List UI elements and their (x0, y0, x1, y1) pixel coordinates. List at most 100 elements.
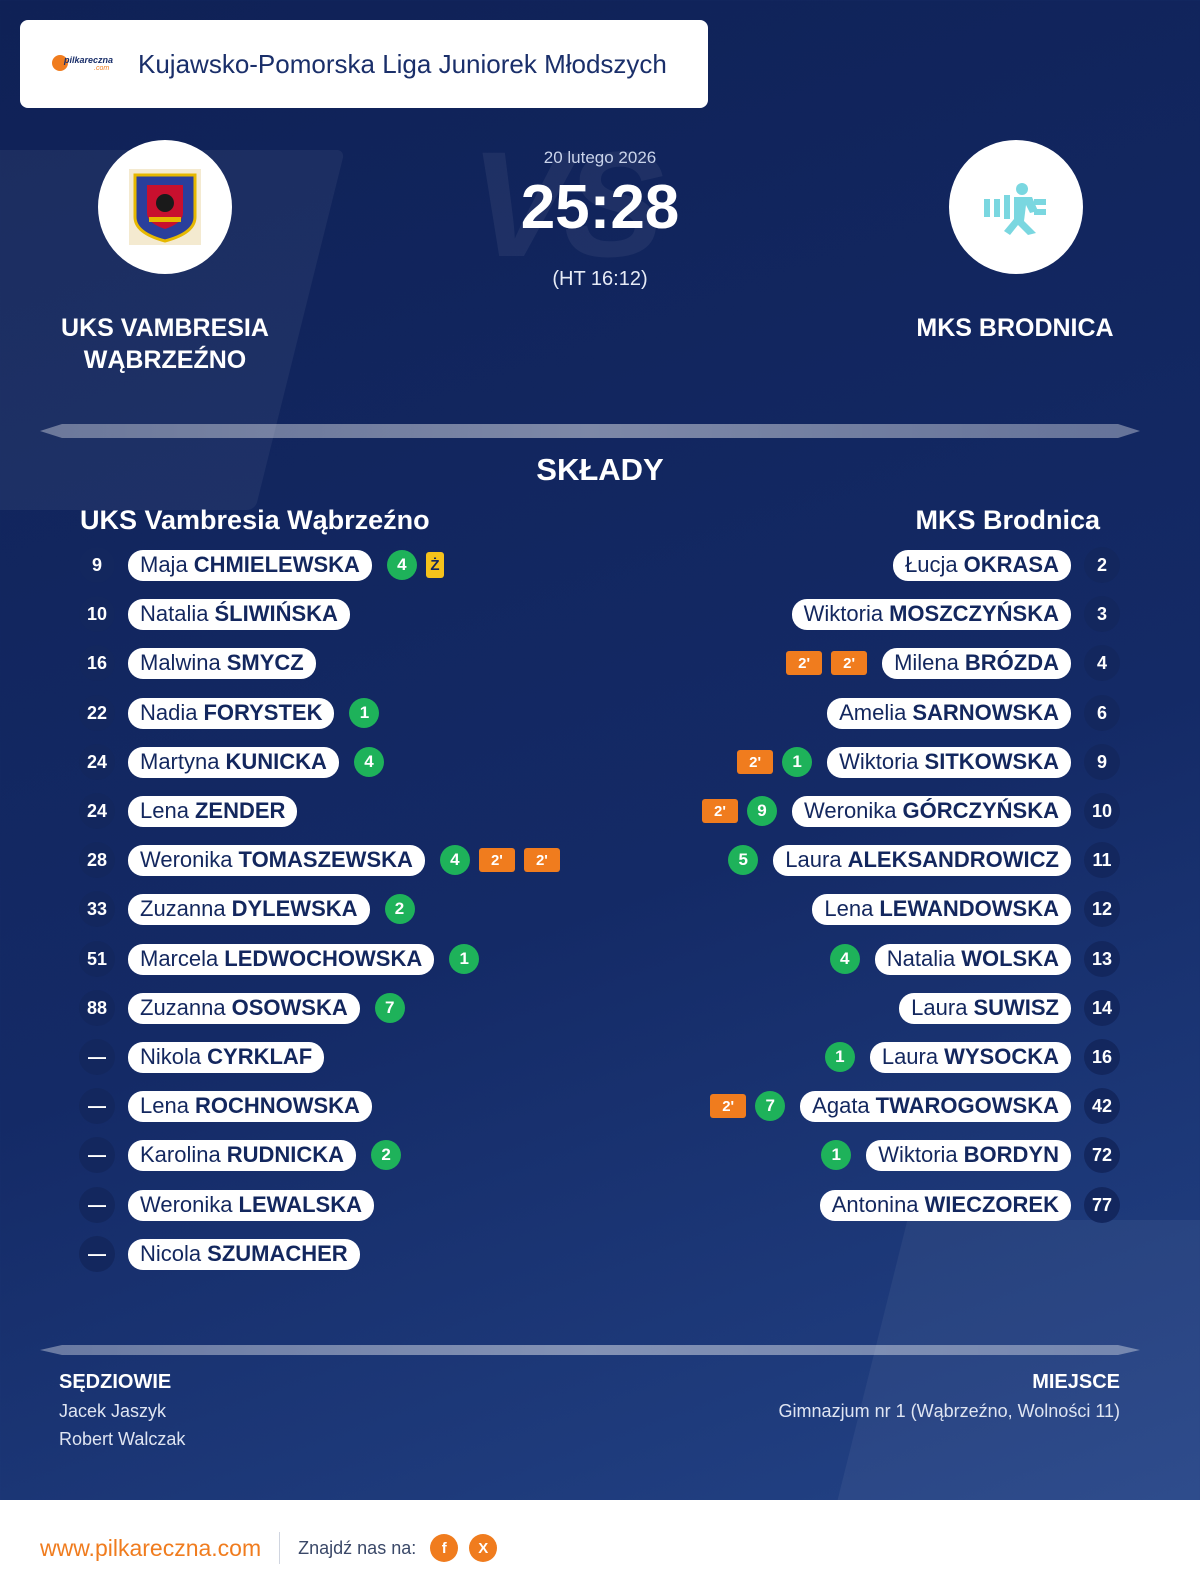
suspension-badge: 2' (523, 848, 560, 872)
suspension-badge: 2' (831, 651, 868, 675)
player-name[interactable]: Agata TWAROGOWSKA (800, 1090, 1071, 1122)
player-row[interactable]: 24 Lena ZENDER (79, 793, 312, 829)
player-row[interactable]: 13 Natalia WOLSKA 4 (829, 941, 1120, 977)
player-row[interactable]: 24 Martyna KUNICKA 4 (79, 744, 384, 780)
player-first-name: Wiktoria (839, 749, 919, 774)
player-name[interactable]: Antonina WIECZOREK (819, 1189, 1071, 1221)
player-name[interactable]: Wiktoria BORDYN (866, 1139, 1071, 1171)
home-team-crest[interactable] (98, 140, 232, 274)
player-stats: 9 2' (702, 796, 778, 826)
player-name[interactable]: Marcela LEDWOCHOWSKA (128, 943, 435, 975)
footer-separator (279, 1532, 281, 1564)
away-team-name: MKS BRODNICA (916, 314, 1114, 342)
player-name[interactable]: Martyna KUNICKA (128, 746, 339, 778)
player-row[interactable]: 16 Malwina SMYCZ (79, 645, 331, 681)
player-stats: 5 (728, 845, 759, 875)
player-name[interactable]: Natalia ŚLIWIŃSKA (128, 598, 350, 630)
ball-icon (52, 55, 68, 71)
player-name[interactable]: Karolina RUDNICKA (128, 1139, 357, 1171)
player-row[interactable]: 11 Laura ALEKSANDROWICZ 5 (728, 842, 1120, 878)
player-name[interactable]: Wiktoria SITKOWSKA (827, 746, 1071, 778)
player-row[interactable]: 9 Maja CHMIELEWSKA 4 Ż (79, 547, 444, 583)
player-name[interactable]: Laura WYSOCKA (869, 1041, 1071, 1073)
player-row[interactable]: — Nikola CYRKLAF (79, 1039, 339, 1075)
player-row[interactable]: 72 Wiktoria BORDYN 1 (821, 1137, 1120, 1173)
suspension-badge: 2' (737, 750, 774, 774)
player-name[interactable]: Wiktoria MOSZCZYŃSKA (791, 598, 1071, 630)
player-name[interactable]: Natalia WOLSKA (874, 943, 1071, 975)
shirt-number: 77 (1084, 1187, 1120, 1223)
player-name[interactable]: Milena BRÓZDA (882, 647, 1071, 679)
player-name[interactable]: Weronika TOMASZEWSKA (128, 844, 425, 876)
referee-name: Robert Walczak (59, 1429, 186, 1449)
player-name[interactable]: Laura ALEKSANDROWICZ (773, 844, 1071, 876)
player-name[interactable]: Nadia FORYSTEK (128, 697, 335, 729)
player-name[interactable]: Lena LEWANDOWSKA (812, 893, 1071, 925)
shirt-number: 4 (1084, 645, 1120, 681)
player-row[interactable]: 2 Łucja OKRASA (878, 547, 1120, 583)
player-row[interactable]: 10 Weronika GÓRCZYŃSKA 9 2' (702, 793, 1120, 829)
player-name[interactable]: Amelia SARNOWSKA (827, 697, 1071, 729)
player-row[interactable]: — Nicola SZUMACHER (79, 1236, 375, 1272)
player-name[interactable]: Nicola SZUMACHER (128, 1238, 360, 1270)
player-name[interactable]: Weronika GÓRCZYŃSKA (792, 795, 1071, 827)
player-row[interactable]: — Karolina RUDNICKA 2 (79, 1137, 402, 1173)
player-name[interactable]: Laura SUWISZ (899, 992, 1071, 1024)
player-row[interactable]: 9 Wiktoria SITKOWSKA 1 2' (737, 744, 1120, 780)
find-us-label: Znajdź nas na: (298, 1537, 417, 1558)
player-row[interactable]: 22 Nadia FORYSTEK 1 (79, 695, 380, 731)
away-lineup-title: MKS Brodnica (915, 505, 1100, 535)
shirt-number: 10 (1084, 793, 1120, 829)
player-row[interactable]: 12 Lena LEWANDOWSKA (797, 891, 1120, 927)
goals-badge: 4 (353, 747, 384, 777)
player-row[interactable]: 3 Wiktoria MOSZCZYŃSKA (777, 596, 1120, 632)
player-name[interactable]: Malwina SMYCZ (128, 647, 316, 679)
shirt-number: 28 (79, 842, 115, 878)
player-row[interactable]: 77 Antonina WIECZOREK (805, 1187, 1120, 1223)
player-name[interactable]: Zuzanna OSOWSKA (128, 992, 360, 1024)
player-row[interactable]: 14 Laura SUWISZ (884, 990, 1120, 1026)
player-name[interactable]: Zuzanna DYLEWSKA (128, 893, 370, 925)
shirt-number: 14 (1084, 990, 1120, 1026)
player-row[interactable]: 28 Weronika TOMASZEWSKA 4 2' 2' (79, 842, 560, 878)
away-team-crest[interactable] (949, 140, 1083, 274)
player-row[interactable]: 10 Natalia ŚLIWIŃSKA (79, 596, 365, 632)
player-row[interactable]: — Weronika LEWALSKA (79, 1187, 389, 1223)
divider (40, 424, 1140, 438)
shirt-number: 13 (1084, 941, 1120, 977)
shirt-number: 9 (1084, 744, 1120, 780)
player-row[interactable]: 6 Amelia SARNOWSKA (812, 695, 1120, 731)
goals-badge: 1 (824, 1042, 855, 1072)
match-date: 20 lutego 2026 (543, 148, 657, 167)
goals-badge: 1 (349, 698, 380, 728)
player-first-name: Lena (140, 1093, 189, 1118)
shirt-number: — (79, 1088, 115, 1124)
player-row[interactable]: 4 Milena BRÓZDA 2' 2' (786, 645, 1120, 681)
player-name[interactable]: Lena ZENDER (128, 795, 298, 827)
player-row[interactable]: 33 Zuzanna DYLEWSKA 2 (79, 891, 415, 927)
player-row[interactable]: 88 Zuzanna OSOWSKA 7 (79, 990, 405, 1026)
player-row[interactable]: 42 Agata TWAROGOWSKA 7 2' (710, 1088, 1120, 1124)
x-icon[interactable]: X (469, 1534, 498, 1562)
shirt-number: 3 (1084, 596, 1120, 632)
player-name[interactable]: Lena ROCHNOWSKA (128, 1090, 372, 1122)
player-row[interactable]: 16 Laura WYSOCKA 1 (824, 1039, 1120, 1075)
pilkareczna-logo[interactable]: pilkareczna .com (50, 51, 120, 77)
player-first-name: Malwina (140, 650, 221, 675)
player-name[interactable]: Łucja OKRASA (893, 549, 1071, 581)
player-name[interactable]: Maja CHMIELEWSKA (128, 549, 372, 581)
player-row[interactable]: 51 Marcela LEDWOCHOWSKA 1 (79, 941, 480, 977)
player-stats: 1 2' (737, 747, 813, 777)
website-link[interactable]: www.pilkareczna.com (40, 1534, 262, 1561)
player-row[interactable]: — Lena ROCHNOWSKA (79, 1088, 387, 1124)
player-last-name: TOMASZEWSKA (238, 847, 413, 872)
facebook-icon[interactable]: f (430, 1534, 459, 1562)
player-name[interactable]: Weronika LEWALSKA (128, 1189, 374, 1221)
shirt-number: 16 (79, 645, 115, 681)
goals-badge: 1 (782, 747, 813, 777)
player-first-name: Wiktoria (803, 601, 884, 626)
player-first-name: Karolina (140, 1142, 221, 1167)
player-name[interactable]: Nikola CYRKLAF (128, 1041, 325, 1073)
player-first-name: Milena (894, 650, 959, 675)
referees-title: SĘDZIOWIE (59, 1371, 172, 1393)
